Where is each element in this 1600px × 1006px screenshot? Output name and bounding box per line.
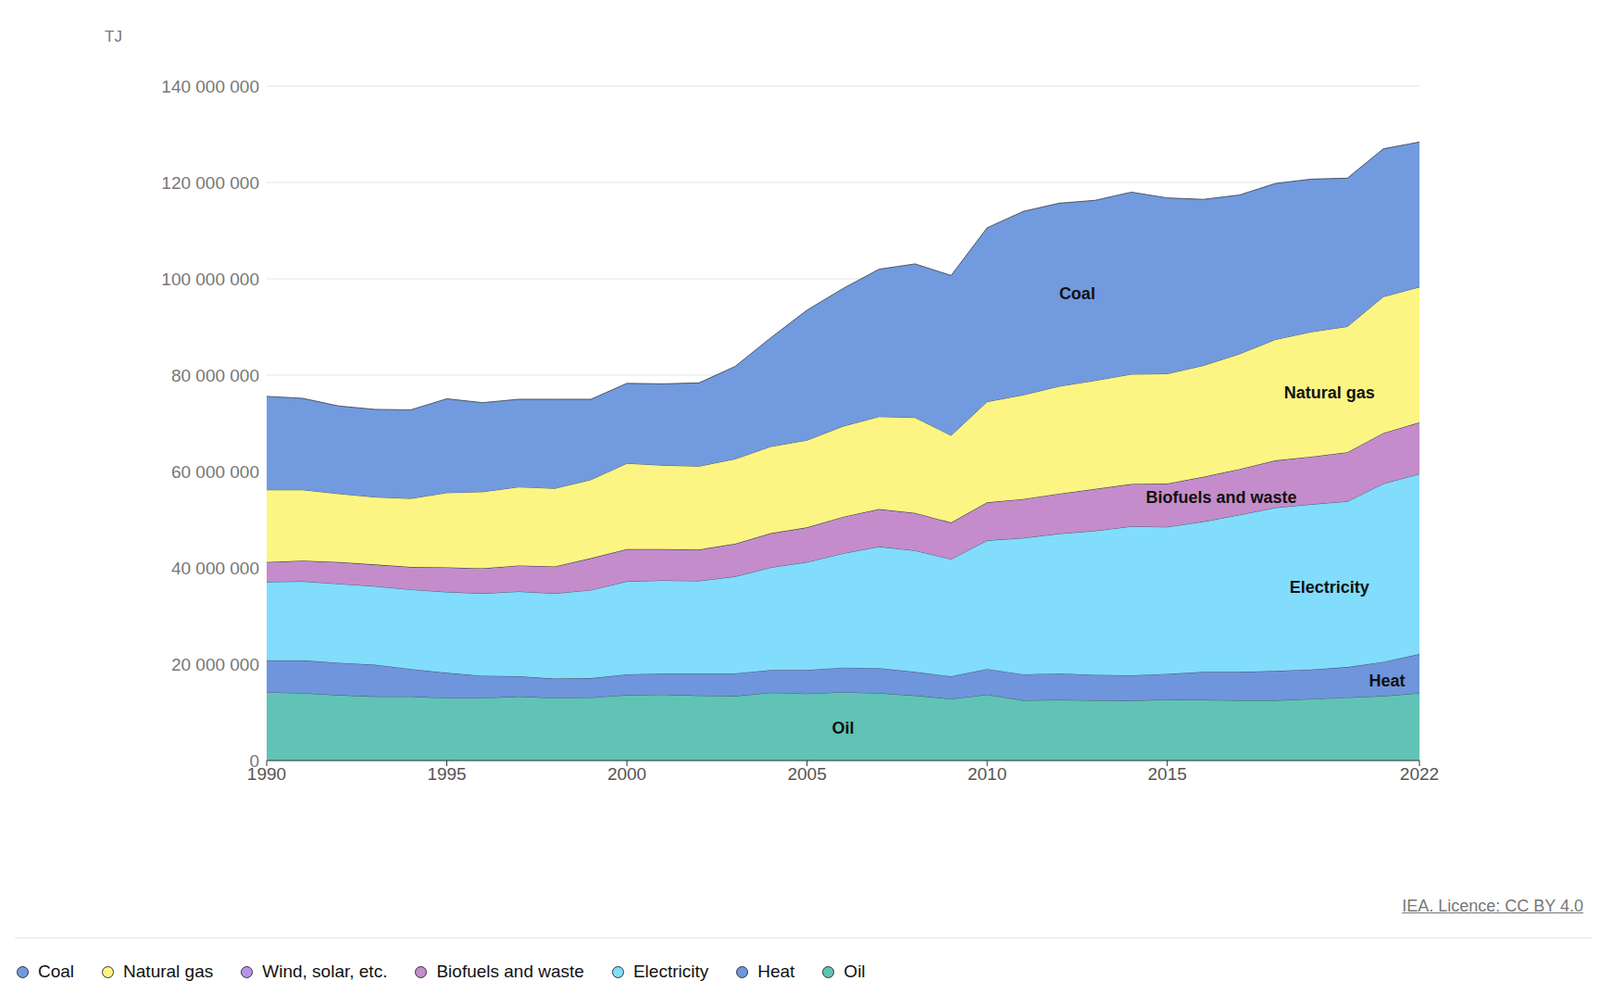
svg-text:2005: 2005 [787, 763, 826, 784]
svg-text:1995: 1995 [426, 763, 466, 784]
svg-text:2022: 2022 [1400, 763, 1439, 784]
svg-text:Natural gas: Natural gas [1284, 383, 1375, 402]
svg-text:40 000 000: 40 000 000 [171, 558, 260, 578]
svg-text:20 000 000: 20 000 000 [171, 654, 260, 675]
svg-text:0: 0 [249, 750, 260, 771]
html-text:Heat: Heat [757, 961, 795, 981]
svg-text:2000: 2000 [607, 763, 647, 784]
html-text:Electricity: Electricity [633, 961, 709, 981]
svg-text:2010: 2010 [967, 763, 1007, 784]
svg-text:Biofuels and waste: Biofuels and waste [1145, 487, 1297, 507]
svg-text:Oil: Oil [831, 718, 854, 738]
svg-text:1990: 1990 [247, 764, 287, 784]
html-text:Natural gas: Natural gas [123, 961, 214, 981]
svg-text:140 000 000: 140 000 000 [161, 76, 260, 97]
html-text:IEA. Licence: CC BY 4.0: IEA. Licence: CC BY 4.0 [1402, 896, 1584, 915]
svg-text:2015: 2015 [1148, 763, 1188, 784]
html-text:Oil: Oil [843, 961, 866, 981]
svg-text:120 000 000: 120 000 000 [161, 173, 260, 193]
html-text:Wind, solar, etc.: Wind, solar, etc. [262, 961, 388, 981]
svg-text:100 000 000: 100 000 000 [161, 269, 260, 289]
svg-text:80 000 000: 80 000 000 [171, 365, 260, 386]
svg-text:60 000 000: 60 000 000 [171, 462, 260, 482]
svg-text:Electricity: Electricity [1289, 577, 1370, 597]
html-text:TJ: TJ [104, 27, 123, 46]
html-text:Biofuels and waste: Biofuels and waste [436, 961, 585, 981]
html-text:Coal: Coal [37, 961, 75, 981]
svg-text:Heat: Heat [1368, 671, 1405, 690]
svg-text:Coal: Coal [1059, 284, 1096, 303]
